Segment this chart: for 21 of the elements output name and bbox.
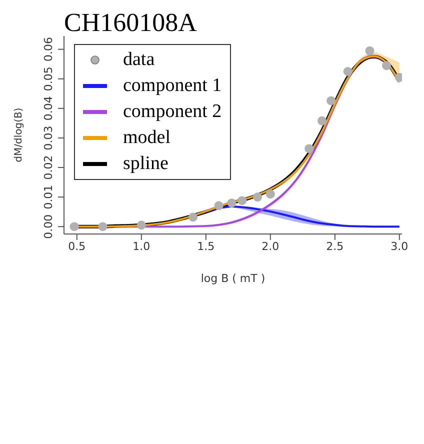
y-tick-label: 0.05 (42, 66, 55, 92)
x-axis-title: log B ( mT ) (200, 272, 266, 285)
x-tick-label: 3.0 (390, 240, 408, 253)
y-axis-title: dM/dlog(B) (14, 108, 25, 162)
legend-label: component 2 (123, 100, 222, 124)
x-tick-label: 2.5 (326, 240, 344, 253)
legend-label: spline (123, 152, 168, 176)
y-tick-label: 0.04 (42, 96, 55, 121)
x-tick-label: 2.0 (262, 240, 280, 253)
x-tick-label: 1.5 (197, 240, 215, 253)
chart-title: CH160108A (64, 8, 197, 38)
y-tick-label: 0.00 (42, 214, 55, 239)
x-tick-label: 1.0 (132, 240, 150, 253)
legend-label: data (123, 48, 155, 72)
legend-label: component 1 (123, 74, 222, 98)
y-tick-label: 0.03 (42, 126, 55, 150)
y-tick-label: 0.01 (42, 184, 55, 210)
y-tick-label: 0.02 (42, 155, 55, 180)
legend-label: model (123, 126, 170, 150)
y-tick-label: 0.06 (42, 37, 55, 62)
x-tick-label: 0.5 (68, 240, 86, 253)
